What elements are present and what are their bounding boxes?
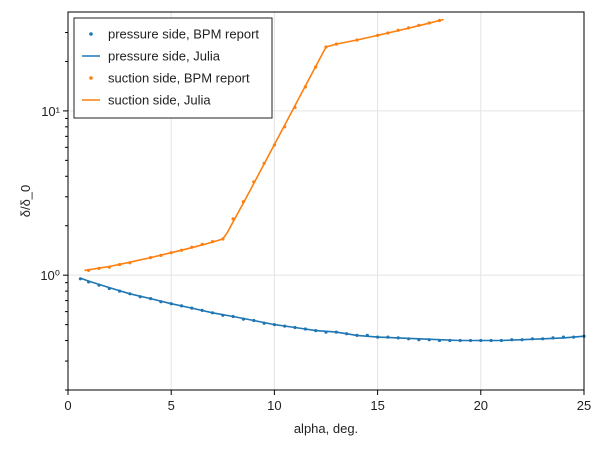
x-tick-label: 5 (168, 398, 175, 413)
y-tick-label: 10¹ (41, 104, 60, 119)
axes: 0 5 10 15 20 25 10⁰ 10¹ (40, 32, 591, 413)
series-line (80, 277, 585, 342)
x-tick-label: 10 (267, 398, 281, 413)
legend-entry-label: suction side, BPM report (108, 71, 250, 86)
legend-box (73, 17, 273, 119)
x-tick-label: 20 (474, 398, 488, 413)
x-axis-label: alpha, deg. (294, 421, 358, 436)
x-tick-label: 15 (370, 398, 384, 413)
y-tick-label: 10⁰ (40, 268, 60, 283)
series-line (84, 18, 444, 272)
plot-area (78, 18, 586, 343)
y-axis-label: δ/δ_0 (18, 185, 33, 218)
legend-marker-swatch (89, 76, 93, 80)
x-tick-label: 0 (64, 398, 71, 413)
plot-frame (67, 11, 585, 391)
x-tick-label: 25 (577, 398, 591, 413)
legend-entry-label: pressure side, Julia (108, 49, 221, 64)
legend-entry-label: suction side, Julia (108, 93, 211, 108)
legend-marker-swatch (89, 32, 93, 36)
legend: pressure side, BPM report pressure side, … (73, 17, 273, 119)
legend-entry-label: pressure side, BPM report (108, 27, 259, 42)
